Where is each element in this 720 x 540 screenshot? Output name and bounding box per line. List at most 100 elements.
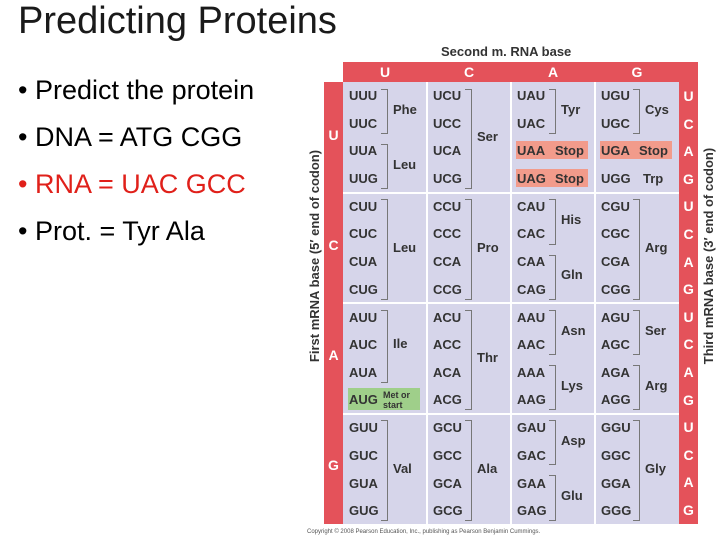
amino-acid-label: Ala <box>477 460 498 476</box>
row-divider <box>343 191 679 194</box>
codon-cell: GAC <box>517 448 546 463</box>
start-codon-note: Met or start <box>383 389 410 410</box>
stop-label: Stop <box>639 143 668 159</box>
row-divider <box>343 302 679 304</box>
first-base-axis-label: First mRNA base (5′ end of codon) <box>307 149 322 363</box>
codon-cell: UAU <box>517 88 546 103</box>
bullet-marker: • <box>18 75 28 105</box>
stop-codon-highlight <box>600 141 672 160</box>
codon-cell: AUA <box>349 364 378 380</box>
bullet-marker: • <box>18 216 28 246</box>
codon-cell: UCA <box>433 143 462 159</box>
codon-cell: CUG <box>349 281 378 297</box>
codon-cell: GAG <box>517 503 547 519</box>
codon-group-bracket <box>381 144 388 190</box>
third-base-label: G <box>683 502 694 518</box>
codon-cell: AGA <box>601 364 630 380</box>
amino-acid-label: Glu <box>561 488 583 504</box>
codon-cell: ACA <box>433 364 462 380</box>
third-base-label: U <box>683 308 694 325</box>
amino-acid-label: Lys <box>561 377 583 393</box>
amino-acid-label: Pro <box>477 239 499 255</box>
codon-cell: UUG <box>349 170 378 186</box>
codon-cell: UGC <box>601 115 630 131</box>
codon-cell: AAC <box>517 337 546 353</box>
third-base-label: A <box>683 143 694 160</box>
codon-cell: CCU <box>433 198 462 214</box>
second-base-label: C <box>463 64 475 80</box>
third-base-label: G <box>683 391 694 408</box>
codon-cell: AUU <box>349 309 378 325</box>
codon-group-bracket <box>465 199 472 300</box>
third-base-label: C <box>683 336 694 353</box>
codon-cell: CCA <box>433 254 462 269</box>
stop-codon-highlight <box>516 141 588 160</box>
codon-group-bracket <box>549 199 556 245</box>
codon-cell: UUC <box>349 115 378 131</box>
codon-cell: UCC <box>433 115 462 131</box>
codon-cell: GCG <box>433 503 463 519</box>
codon-group-bracket <box>633 420 640 521</box>
codon-cell: UAG <box>517 170 546 186</box>
third-base-label: U <box>683 88 694 104</box>
amino-acid-label: Ser <box>645 322 666 338</box>
bullet-text: Prot. = Tyr Ala <box>35 216 205 246</box>
codon-cell: UAA <box>517 143 546 159</box>
third-base-axis-label: Third mRNA base (3′ end of codon) <box>701 147 716 365</box>
amino-acid-label: Ser <box>477 129 498 145</box>
codon-cell: GGU <box>601 420 631 436</box>
third-base-label: A <box>683 474 694 491</box>
amino-acid-label: His <box>561 212 582 228</box>
second-base-header: U C A G <box>343 62 679 82</box>
stop-codon-highlight <box>516 168 588 187</box>
second-base-label: A <box>547 64 559 80</box>
codon-cell: ACG <box>433 392 462 408</box>
third-base-label: G <box>683 170 694 187</box>
codon-cell: CCC <box>433 226 462 242</box>
third-base-label: A <box>683 253 694 270</box>
first-base-label: A <box>328 347 339 363</box>
second-base-label: U <box>379 64 391 80</box>
amino-acid-label: Arg <box>645 377 668 393</box>
bullet-text: RNA = UAC GCC <box>35 169 246 199</box>
codon-cell: CCG <box>433 281 462 297</box>
bullet-marker: • <box>18 122 28 152</box>
codon-cell: UGG <box>601 170 631 186</box>
codon-cell: AUC <box>349 337 378 353</box>
codon-group-bracket <box>465 420 472 521</box>
amino-acid-label: Asp <box>561 433 586 448</box>
codon-group-bracket <box>549 365 556 411</box>
codon-group-bracket <box>633 365 640 411</box>
codon-cell: UAC <box>517 115 546 131</box>
third-base-label: C <box>683 446 694 463</box>
codon-cell: UGA <box>601 143 630 159</box>
codon-group-bracket <box>633 89 640 135</box>
stop-label: Stop <box>555 170 584 186</box>
codon-cell: GUG <box>349 503 379 519</box>
first-base-column: U C A G <box>324 82 343 524</box>
amino-acid-label: Leu <box>393 157 417 172</box>
amino-acid-label: Leu <box>393 239 417 255</box>
third-base-label: U <box>683 198 694 215</box>
amino-acid-label: Val <box>393 460 412 476</box>
codon-cell: CUC <box>349 226 378 242</box>
codon-cell: GUC <box>349 448 378 463</box>
codon-group-bracket <box>549 309 556 355</box>
codon-cell: CUA <box>349 254 378 269</box>
codon-cell: UUU <box>349 88 378 103</box>
bullet-marker: • <box>18 169 28 199</box>
codon-cell: AAU <box>517 309 546 325</box>
codon-group-bracket <box>381 309 388 383</box>
first-base-label: G <box>328 457 339 473</box>
codon-cell: CAG <box>517 281 546 297</box>
codon-group-bracket <box>633 199 640 300</box>
row-divider <box>343 412 679 415</box>
codon-cell: CAU <box>517 198 546 214</box>
codon-cell: CGG <box>601 281 631 297</box>
third-base-label: G <box>683 281 694 298</box>
codon-cell: UCU <box>433 88 462 103</box>
codon-cell: ACC <box>433 337 462 353</box>
codon-group-bracket <box>465 89 472 190</box>
